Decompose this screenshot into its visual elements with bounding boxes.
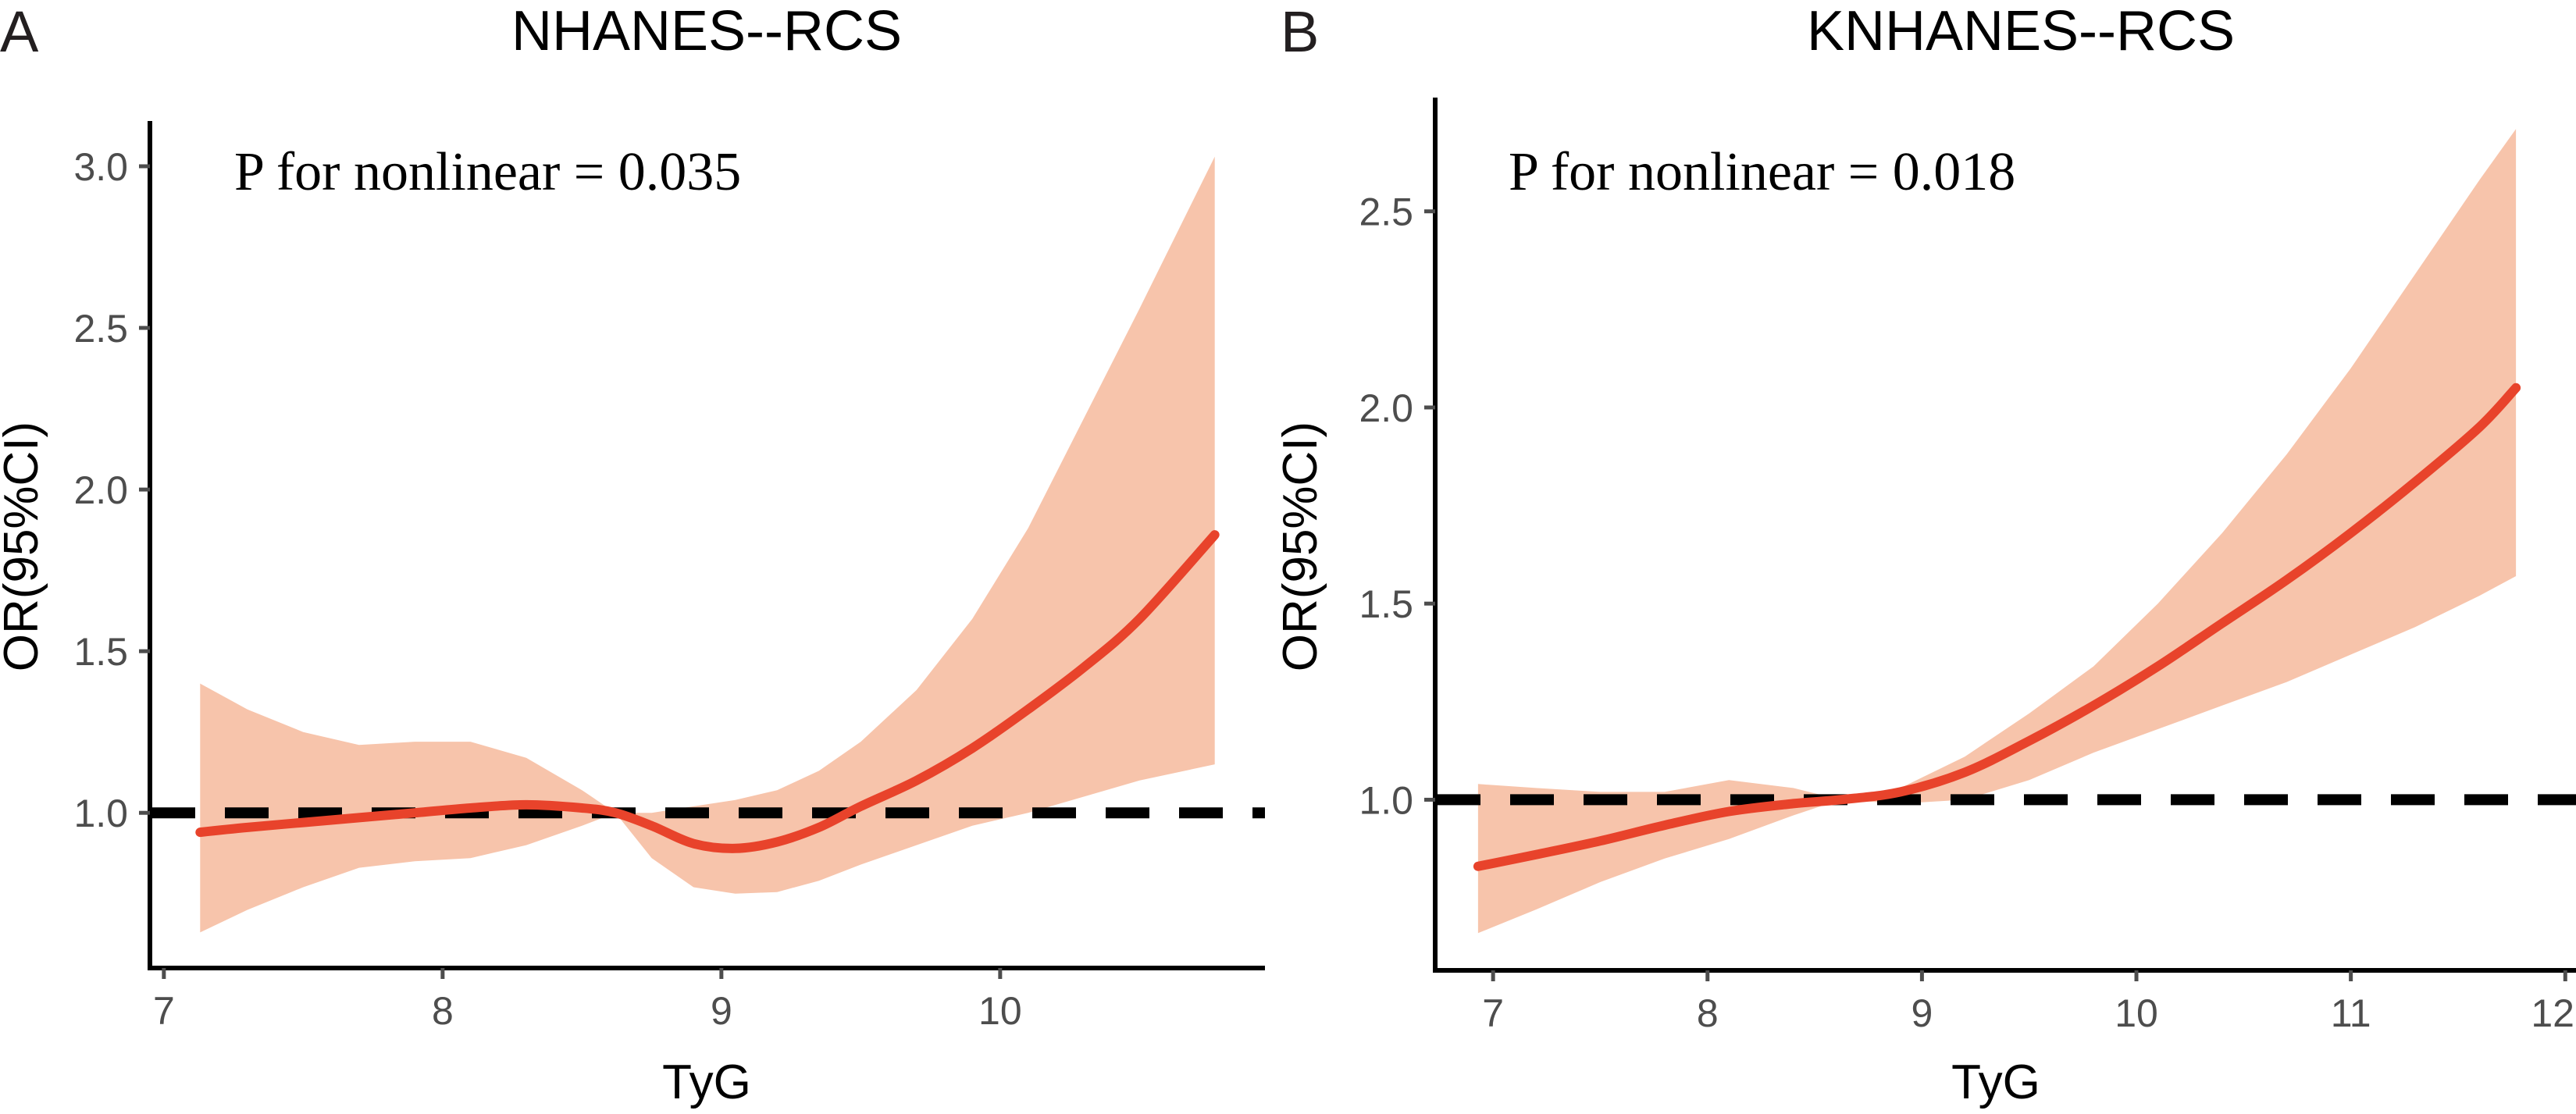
y-tick-label: 2.0 [73,468,128,512]
x-tick-label: 12 [2531,991,2574,1035]
x-tick-label: 11 [2331,991,2371,1035]
y-tick-label: 2.0 [1359,386,1413,430]
panel-a-x-ticks: 7 8 9 10 [153,968,1022,1033]
x-tick-label: 7 [1482,991,1504,1035]
x-tick-label: 8 [1697,991,1719,1035]
y-tick-label: 2.5 [1359,190,1413,234]
x-tick-label: 7 [153,989,175,1033]
panel-b-x-ticks: 7 8 9 10 11 12 [1482,970,2574,1035]
panel-b-confidence-band [1477,129,2517,934]
y-tick-label: 1.5 [73,630,128,674]
panel-a-confidence-band [200,156,1215,933]
panel-a-y-ticks: 1.0 1.5 2.0 2.5 3.0 [73,145,150,835]
panel-b-or-curve [1473,383,2521,871]
panel-b-letter: B [1281,0,1319,64]
x-tick-label: 9 [1911,991,1933,1035]
y-tick-label: 3.0 [73,145,128,189]
y-tick-label: 2.5 [73,307,128,351]
x-tick-label: 9 [711,989,732,1033]
panel-b-y-ticks: 1.0 1.5 2.0 2.5 [1359,190,1435,822]
y-tick-label: 1.0 [73,792,128,835]
y-tick-label: 1.5 [1359,582,1413,626]
panel-b-title: KNHANES--RCS [1807,0,2235,62]
x-tick-label: 8 [432,989,454,1033]
panel-b-p-value: P for nonlinear = 0.018 [1509,142,2015,202]
x-tick-label: 10 [978,989,1022,1033]
panel-a-letter: A [0,0,39,64]
panel-a-or-curve [195,530,1220,853]
panel-a-x-label: TyG [662,1055,751,1109]
panel-b: 1.0 1.5 2.0 2.5 7 8 9 10 11 12 B KNHANES--RCS P … [1274,0,2576,1109]
x-tick-label: 10 [2115,991,2158,1035]
panel-a-y-label: OR(95%CI) [0,422,48,671]
panel-a-title: NHANES--RCS [511,0,902,62]
panel-a: 1.0 1.5 2.0 2.5 3.0 7 8 9 10 A NHANES--RCS P fo… [0,0,1265,1109]
panel-b-x-label: TyG [1951,1055,2040,1109]
panel-a-p-value: P for nonlinear = 0.035 [234,142,741,202]
panel-b-y-label: OR(95%CI) [1274,422,1327,671]
y-tick-label: 1.0 [1359,778,1413,822]
